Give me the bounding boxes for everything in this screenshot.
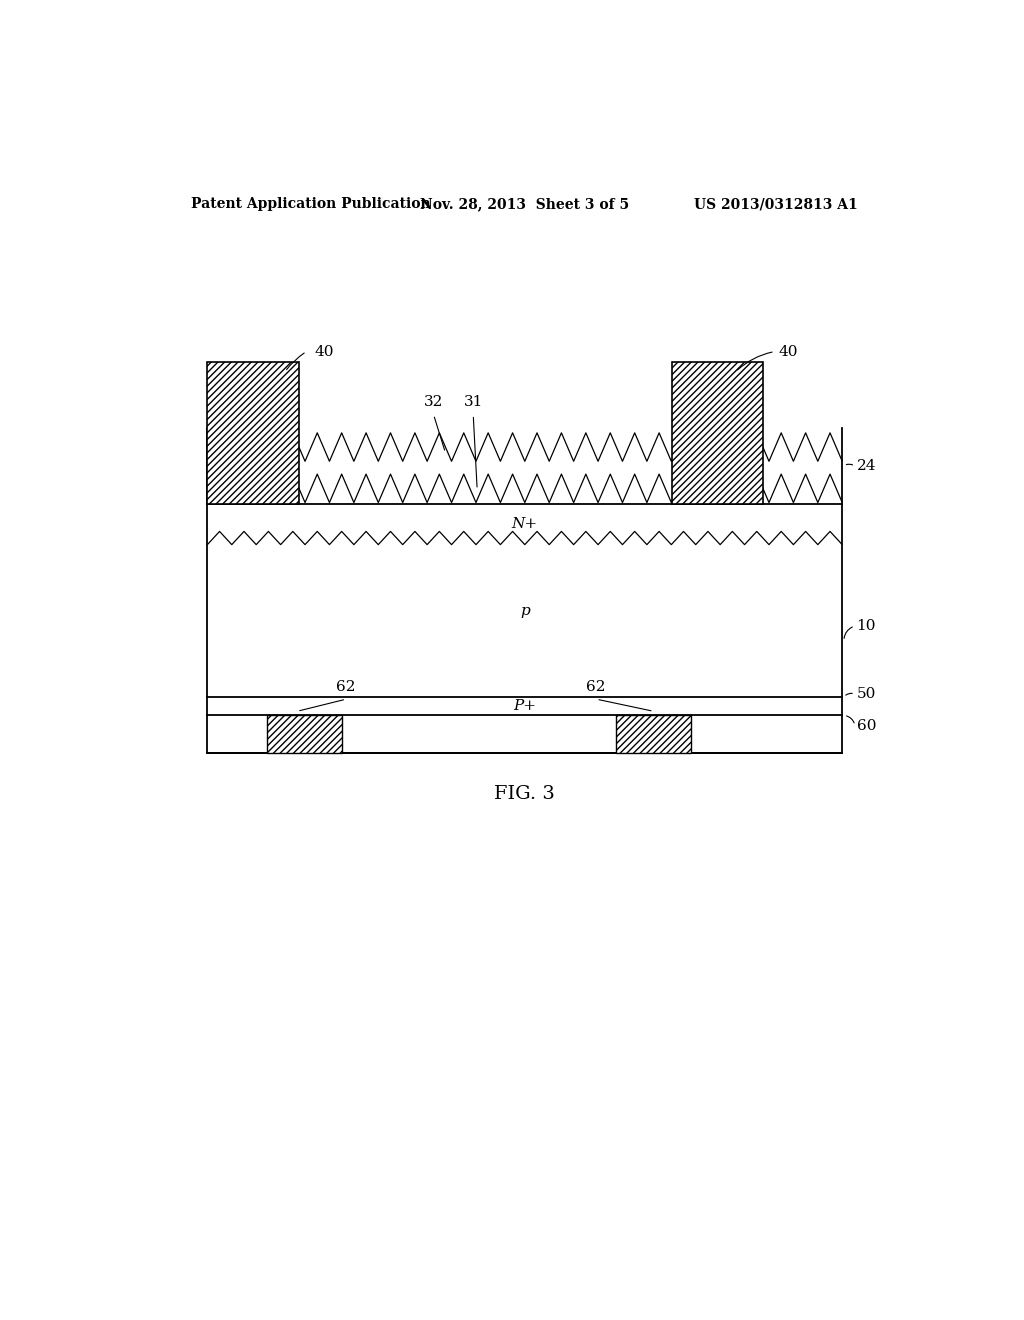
Text: 10: 10 bbox=[856, 619, 876, 634]
Text: 31: 31 bbox=[464, 395, 483, 409]
Text: 60: 60 bbox=[856, 718, 876, 733]
Bar bbox=[616, 715, 691, 752]
Text: 40: 40 bbox=[314, 345, 334, 359]
Text: 32: 32 bbox=[424, 395, 443, 409]
Text: Patent Application Publication: Patent Application Publication bbox=[191, 197, 431, 211]
FancyArrowPatch shape bbox=[847, 715, 854, 723]
Text: 62: 62 bbox=[587, 680, 606, 694]
Text: US 2013/0312813 A1: US 2013/0312813 A1 bbox=[694, 197, 858, 211]
Bar bbox=[207, 362, 299, 504]
Text: 50: 50 bbox=[856, 686, 876, 701]
Text: N+: N+ bbox=[512, 517, 538, 532]
Text: p: p bbox=[520, 603, 529, 618]
Text: P+: P+ bbox=[513, 700, 537, 713]
Text: 40: 40 bbox=[778, 345, 799, 359]
Text: 62: 62 bbox=[337, 680, 356, 694]
Text: Nov. 28, 2013  Sheet 3 of 5: Nov. 28, 2013 Sheet 3 of 5 bbox=[420, 197, 630, 211]
Text: FIG. 3: FIG. 3 bbox=[495, 784, 555, 803]
Bar bbox=[672, 362, 763, 504]
FancyArrowPatch shape bbox=[844, 627, 852, 639]
FancyArrowPatch shape bbox=[846, 693, 852, 696]
Bar bbox=[267, 715, 342, 752]
Text: 24: 24 bbox=[856, 459, 876, 474]
